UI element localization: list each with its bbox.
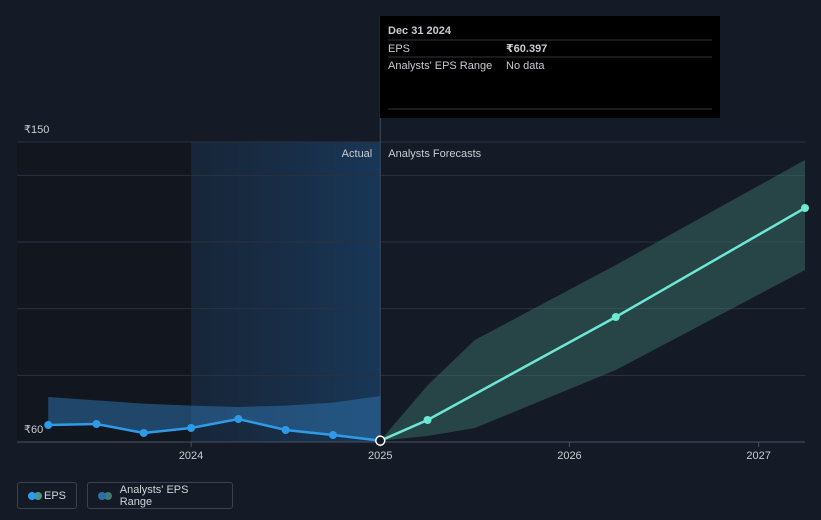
backgrounds — [17, 142, 381, 442]
tooltip-value: ₹60.397 — [506, 43, 547, 55]
tooltip-box — [380, 16, 720, 118]
grid: ₹150 ₹60 2024 2025 2026 2027 Actual Analysts Fo… — [17, 16, 805, 462]
x-tick-label: 2024 — [179, 450, 203, 462]
y-tick-label: ₹150 — [24, 124, 49, 136]
legend-swatch — [98, 491, 112, 500]
x-tick-label: 2025 — [368, 450, 392, 462]
forecast-range-area — [380, 160, 805, 441]
marks — [44, 160, 809, 446]
annotation: Actual — [342, 148, 373, 160]
legend-swatch — [28, 491, 42, 500]
eps-line-point — [139, 429, 148, 437]
legend-eps[interactable]: EPS — [17, 482, 77, 509]
x-tick-label: 2026 — [557, 450, 581, 462]
eps-line-point — [44, 421, 53, 429]
eps-line — [48, 417, 381, 442]
legend-label: Analysts' EPS Range — [119, 483, 189, 508]
eps-line-point — [281, 426, 290, 434]
eps-line-point — [234, 415, 243, 423]
tooltip-date: Dec 31 2024 — [388, 25, 452, 37]
eps-forecast-line-point — [801, 204, 809, 212]
tooltip: Dec 31 2024 EPS ₹60.397 Analysts' EPS Range… — [380, 16, 720, 118]
eps-forecast-line — [379, 206, 806, 442]
legend-range[interactable]: Analysts' EPS Range — [87, 482, 233, 509]
hover-region — [191, 142, 381, 442]
hover-point — [375, 435, 386, 446]
eps-line-point — [92, 420, 101, 428]
legend-label: EPS — [43, 489, 66, 502]
tooltip-label: Analysts' EPS Range — [388, 60, 492, 72]
eps-line-point — [187, 424, 196, 432]
past-region — [17, 142, 192, 442]
eps-forecast-line-point — [423, 416, 432, 424]
eps-forecast-line-point — [611, 313, 620, 321]
y-tick-label: ₹60 — [24, 424, 43, 436]
annotation: Analysts Forecasts — [388, 148, 481, 160]
x-tick-label: 2027 — [746, 450, 770, 462]
tooltip-label: EPS — [388, 43, 410, 55]
eps-line-point — [328, 431, 337, 439]
tooltip-value: No data — [506, 60, 545, 72]
